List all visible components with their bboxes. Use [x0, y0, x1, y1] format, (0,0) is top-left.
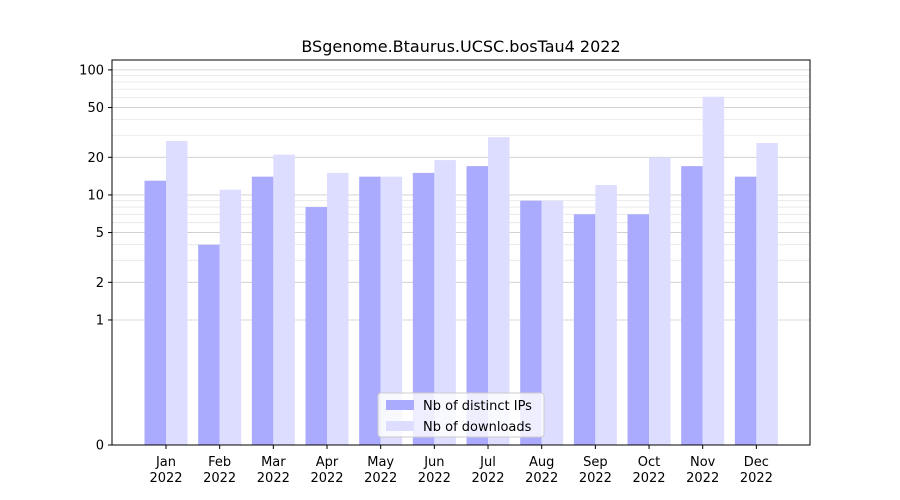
- x-tick-label-year: 2022: [686, 471, 719, 486]
- bar-distinct-ips: [251, 176, 274, 445]
- y-axis: 0 1 2 5 10 20 50 100: [79, 63, 112, 454]
- x-tick-label: May 2022: [364, 455, 397, 486]
- y-tick-label: 0: [96, 439, 104, 454]
- x-tick-label-year: 2022: [203, 471, 236, 486]
- bar-distinct-ips: [734, 176, 757, 445]
- bar-distinct-ips: [627, 214, 650, 445]
- legend-box: [377, 392, 545, 438]
- x-tick-label-month: Mar: [261, 455, 286, 470]
- x-tick-label-month: Jan: [155, 455, 176, 470]
- x-tick-label: Apr 2022: [310, 455, 343, 486]
- legend-swatch: [386, 400, 414, 410]
- chart-title: BSgenome.Btaurus.UCSC.bosTau4 2022: [301, 37, 620, 56]
- bar-downloads: [488, 137, 510, 445]
- bar-downloads: [327, 172, 349, 445]
- x-tick-label-year: 2022: [740, 471, 773, 486]
- bar-distinct-ips: [359, 176, 381, 445]
- legend-swatch: [386, 421, 414, 431]
- x-tick-label: Nov 2022: [686, 455, 719, 486]
- y-tick-label: 1: [96, 313, 104, 328]
- x-tick-label: Jan 2022: [149, 455, 182, 486]
- x-tick-label-month: May: [367, 455, 394, 470]
- bar-downloads: [595, 185, 617, 445]
- bar-downloads: [380, 176, 403, 445]
- x-tick-label-year: 2022: [632, 471, 665, 486]
- x-tick-label: Feb 2022: [203, 455, 236, 486]
- y-tick-label: 100: [79, 63, 104, 78]
- x-tick-label-month: Oct: [638, 455, 660, 470]
- bars: [144, 96, 778, 446]
- legend-label: Nb of distinct IPs: [423, 399, 532, 414]
- bar-downloads: [219, 189, 242, 445]
- bar-downloads: [649, 157, 671, 445]
- x-tick-label-year: 2022: [310, 471, 343, 486]
- x-tick-label: Sep 2022: [579, 455, 612, 486]
- x-tick-label-year: 2022: [257, 471, 290, 486]
- bar-distinct-ips: [681, 166, 703, 445]
- bar-downloads: [273, 154, 295, 446]
- bar-distinct-ips: [573, 214, 596, 445]
- x-tick-label-year: 2022: [418, 471, 451, 486]
- legend: Nb of distinct IPs Nb of downloads: [377, 392, 545, 438]
- x-tick-label-month: Jul: [479, 455, 496, 470]
- x-tick-label: Oct 2022: [632, 455, 665, 486]
- y-tick-label: 20: [87, 151, 104, 166]
- bar-distinct-ips: [466, 166, 489, 445]
- x-tick-label-year: 2022: [364, 471, 397, 486]
- x-tick-label-year: 2022: [579, 471, 612, 486]
- x-tick-label-year: 2022: [149, 471, 182, 486]
- bar-downloads: [434, 160, 456, 445]
- y-tick-label: 10: [87, 188, 104, 203]
- y-tick-label: 2: [96, 276, 104, 291]
- bar-downloads: [756, 143, 778, 445]
- bar-distinct-ips: [412, 172, 435, 445]
- x-tick-label-year: 2022: [525, 471, 558, 486]
- bar-downloads: [541, 200, 564, 445]
- x-tick-label-month: Dec: [744, 455, 769, 470]
- x-tick-label-month: Feb: [208, 455, 231, 470]
- bar-downloads: [166, 140, 188, 445]
- x-tick-label-month: Apr: [316, 455, 339, 470]
- x-tick-label-month: Aug: [529, 455, 554, 470]
- x-tick-label: Aug 2022: [525, 455, 558, 486]
- bar-distinct-ips: [305, 207, 328, 445]
- bar-distinct-ips: [198, 244, 220, 445]
- x-tick-label-month: Nov: [690, 455, 716, 470]
- bar-distinct-ips: [520, 200, 542, 445]
- x-tick-label: Jun 2022: [418, 455, 451, 486]
- y-tick-label: 50: [87, 101, 104, 116]
- x-tick-label-year: 2022: [471, 471, 504, 486]
- x-tick-label-month: Jun: [423, 455, 444, 470]
- bar-downloads: [702, 96, 725, 445]
- x-tick-label: Jul 2022: [471, 455, 504, 486]
- y-tick-label: 5: [96, 226, 104, 241]
- x-tick-label: Dec 2022: [740, 455, 773, 486]
- plot-frame: [111, 59, 811, 446]
- legend-label: Nb of downloads: [423, 420, 532, 435]
- x-tick-label: Mar 2022: [257, 455, 290, 486]
- x-tick-label-month: Sep: [583, 455, 608, 470]
- bar-distinct-ips: [144, 180, 166, 445]
